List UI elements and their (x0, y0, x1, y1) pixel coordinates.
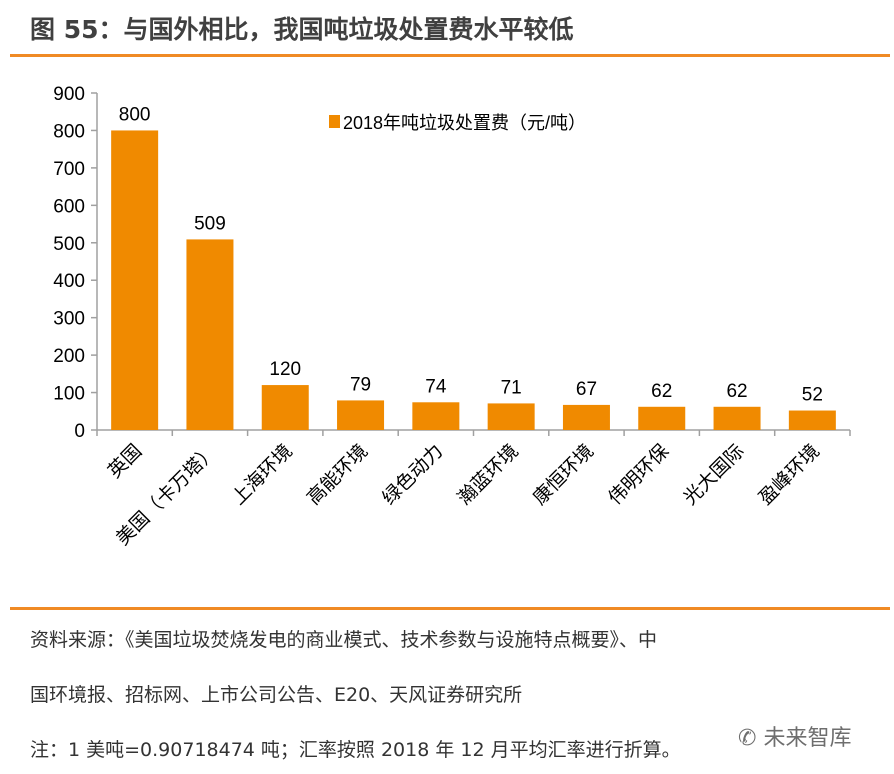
bar (186, 239, 234, 430)
data-label: 62 (651, 381, 672, 402)
data-label: 120 (269, 359, 301, 380)
y-tick-label: 500 (53, 234, 85, 255)
legend-label: 2018年吨垃圾处置费（元/吨） (343, 113, 586, 133)
bar (337, 400, 385, 430)
data-label: 71 (501, 377, 522, 398)
y-tick-label: 200 (53, 346, 85, 367)
watermark-logo: ✆ 未来智库 (738, 720, 851, 752)
data-label: 52 (802, 385, 823, 406)
x-tick-label: 上海环境 (227, 440, 296, 509)
bar-chart: 0100200300400500600700800900800英国509美国（卡… (53, 84, 851, 550)
x-tick-label: 光大国际 (679, 440, 748, 509)
x-tick-label: 伟明环保 (604, 440, 673, 509)
data-label: 62 (726, 381, 747, 402)
y-tick-label: 100 (53, 384, 85, 405)
bar (713, 406, 761, 430)
bar (412, 402, 460, 430)
data-label: 67 (576, 379, 597, 400)
data-label: 800 (119, 104, 151, 125)
bar (562, 404, 610, 430)
data-label: 509 (194, 213, 226, 234)
bar (788, 410, 836, 430)
x-tick-label: 瀚蓝环境 (453, 440, 522, 509)
x-tick-label: 盈峰环境 (755, 440, 824, 509)
y-tick-label: 800 (53, 121, 85, 142)
x-tick-label: 绿色动力 (378, 440, 447, 509)
y-tick-label: 400 (53, 271, 85, 292)
source-line-2: 国环境报、招标网、上市公司公告、E20、天风证券研究所 (30, 684, 523, 706)
bar (261, 385, 309, 430)
source-line-1: 资料来源：《美国垃圾焚烧发电的商业模式、技术参数与设施特点概要》、中 (30, 629, 658, 651)
y-tick-label: 600 (53, 196, 85, 217)
bar (111, 130, 159, 430)
bar (487, 403, 535, 430)
legend-swatch (329, 115, 340, 128)
bar (638, 406, 686, 430)
data-label: 74 (425, 376, 447, 397)
y-tick-label: 700 (53, 159, 85, 180)
watermark-text: 未来智库 (763, 726, 852, 751)
x-tick-label: 高能环境 (303, 440, 372, 509)
x-tick-label: 康恒环境 (529, 440, 598, 509)
wechat-icon: ✆ (738, 726, 757, 751)
x-tick-label: 英国 (104, 440, 146, 482)
data-label: 79 (350, 374, 371, 395)
y-tick-label: 900 (53, 84, 85, 105)
figure-title: 图 55：与国外相比，我国吨垃圾处置费水平较低 (30, 15, 574, 44)
y-tick-label: 0 (74, 421, 85, 442)
y-tick-label: 300 (53, 309, 85, 330)
footnote: 注：1 美吨=0.90718474 吨；汇率按照 2018 年 12 月平均汇率… (30, 739, 681, 761)
bottom-divider (10, 607, 890, 610)
top-divider (10, 54, 890, 57)
